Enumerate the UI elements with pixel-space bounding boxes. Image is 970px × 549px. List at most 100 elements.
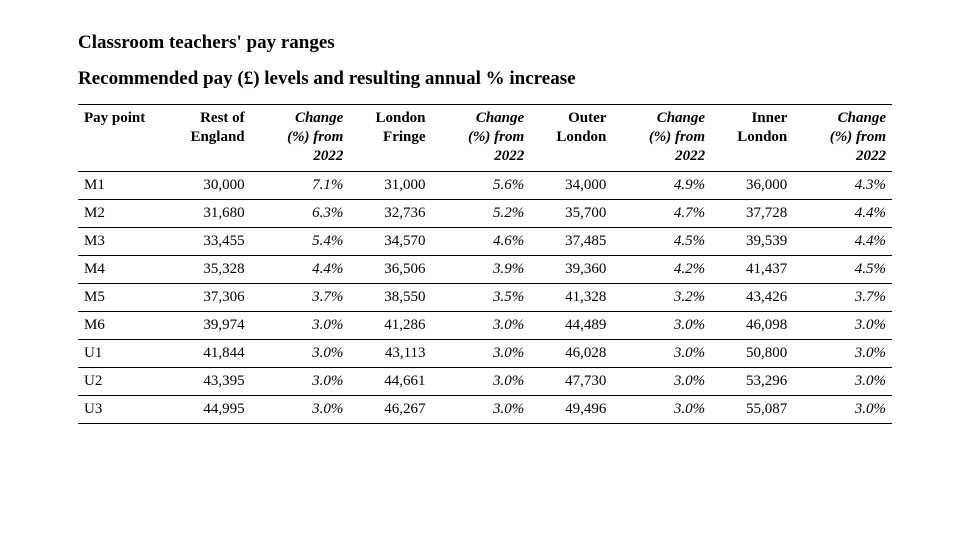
cell-london_fringe_chg: 3.9% xyxy=(432,256,531,284)
cell-pay_point: U1 xyxy=(78,340,168,368)
column-header-outer_london_chg: Change(%) from2022 xyxy=(612,105,711,172)
cell-london_fringe: 38,550 xyxy=(349,284,431,312)
cell-outer_london: 34,000 xyxy=(530,172,612,200)
cell-pay_point: U3 xyxy=(78,396,168,424)
column-header-line: 2022 xyxy=(438,147,525,166)
cell-inner_london: 36,000 xyxy=(711,172,793,200)
cell-inner_london_chg: 3.0% xyxy=(793,312,892,340)
column-header-line: Fringe xyxy=(355,128,425,147)
cell-rest_england_chg: 3.0% xyxy=(251,312,350,340)
cell-london_fringe: 46,267 xyxy=(349,396,431,424)
cell-inner_london_chg: 3.0% xyxy=(793,340,892,368)
table-body: M130,0007.1%31,0005.6%34,0004.9%36,0004.… xyxy=(78,172,892,424)
table-row: M333,4555.4%34,5704.6%37,4854.5%39,5394.… xyxy=(78,228,892,256)
page-subtitle: Recommended pay (£) levels and resulting… xyxy=(78,68,892,90)
column-header-line: Inner xyxy=(717,109,787,128)
cell-outer_london: 39,360 xyxy=(530,256,612,284)
cell-rest_england_chg: 3.0% xyxy=(251,340,350,368)
cell-london_fringe_chg: 3.0% xyxy=(432,368,531,396)
column-header-line: Pay point xyxy=(84,109,162,128)
pay-ranges-table: Pay pointRest ofEnglandChange(%) from202… xyxy=(78,104,892,424)
cell-inner_london: 53,296 xyxy=(711,368,793,396)
column-header-outer_london: OuterLondon xyxy=(530,105,612,172)
column-header-line: London xyxy=(717,128,787,147)
cell-outer_london_chg: 4.7% xyxy=(612,200,711,228)
cell-london_fringe_chg: 3.0% xyxy=(432,312,531,340)
column-header-line: (%) from xyxy=(618,128,705,147)
cell-london_fringe: 41,286 xyxy=(349,312,431,340)
cell-outer_london_chg: 4.9% xyxy=(612,172,711,200)
cell-outer_london: 37,485 xyxy=(530,228,612,256)
cell-london_fringe_chg: 3.0% xyxy=(432,396,531,424)
cell-rest_england_chg: 3.0% xyxy=(251,368,350,396)
column-header-line: (%) from xyxy=(438,128,525,147)
cell-london_fringe_chg: 5.6% xyxy=(432,172,531,200)
cell-rest_england_chg: 4.4% xyxy=(251,256,350,284)
cell-outer_london: 35,700 xyxy=(530,200,612,228)
cell-rest_england: 33,455 xyxy=(168,228,250,256)
cell-outer_london: 46,028 xyxy=(530,340,612,368)
cell-london_fringe: 43,113 xyxy=(349,340,431,368)
page-container: Classroom teachers' pay ranges Recommend… xyxy=(0,0,970,549)
cell-rest_england_chg: 7.1% xyxy=(251,172,350,200)
cell-london_fringe: 44,661 xyxy=(349,368,431,396)
cell-pay_point: M1 xyxy=(78,172,168,200)
cell-london_fringe: 34,570 xyxy=(349,228,431,256)
cell-rest_england: 44,995 xyxy=(168,396,250,424)
column-header-line: Change xyxy=(799,109,886,128)
column-header-line: 2022 xyxy=(257,147,344,166)
table-row: U344,9953.0%46,2673.0%49,4963.0%55,0873.… xyxy=(78,396,892,424)
cell-inner_london_chg: 3.0% xyxy=(793,396,892,424)
table-row: U243,3953.0%44,6613.0%47,7303.0%53,2963.… xyxy=(78,368,892,396)
cell-rest_england: 30,000 xyxy=(168,172,250,200)
cell-outer_london_chg: 3.0% xyxy=(612,312,711,340)
column-header-london_fringe: LondonFringe xyxy=(349,105,431,172)
cell-london_fringe_chg: 3.5% xyxy=(432,284,531,312)
cell-rest_england: 39,974 xyxy=(168,312,250,340)
cell-inner_london_chg: 4.3% xyxy=(793,172,892,200)
cell-outer_london_chg: 4.2% xyxy=(612,256,711,284)
cell-outer_london: 44,489 xyxy=(530,312,612,340)
table-row: M435,3284.4%36,5063.9%39,3604.2%41,4374.… xyxy=(78,256,892,284)
column-header-line: London xyxy=(536,128,606,147)
table-row: M537,3063.7%38,5503.5%41,3283.2%43,4263.… xyxy=(78,284,892,312)
page-title: Classroom teachers' pay ranges xyxy=(78,32,892,54)
cell-inner_london_chg: 4.4% xyxy=(793,228,892,256)
cell-inner_london: 39,539 xyxy=(711,228,793,256)
cell-pay_point: M3 xyxy=(78,228,168,256)
cell-london_fringe_chg: 5.2% xyxy=(432,200,531,228)
cell-london_fringe_chg: 4.6% xyxy=(432,228,531,256)
cell-outer_london_chg: 3.0% xyxy=(612,368,711,396)
cell-london_fringe_chg: 3.0% xyxy=(432,340,531,368)
cell-rest_england: 35,328 xyxy=(168,256,250,284)
cell-london_fringe: 32,736 xyxy=(349,200,431,228)
cell-outer_london: 47,730 xyxy=(530,368,612,396)
cell-rest_england_chg: 3.7% xyxy=(251,284,350,312)
cell-inner_london: 50,800 xyxy=(711,340,793,368)
column-header-pay_point: Pay point xyxy=(78,105,168,172)
cell-inner_london_chg: 3.7% xyxy=(793,284,892,312)
cell-pay_point: M6 xyxy=(78,312,168,340)
cell-inner_london: 55,087 xyxy=(711,396,793,424)
cell-rest_england_chg: 3.0% xyxy=(251,396,350,424)
cell-inner_london: 46,098 xyxy=(711,312,793,340)
cell-outer_london_chg: 3.0% xyxy=(612,340,711,368)
column-header-rest_england_chg: Change(%) from2022 xyxy=(251,105,350,172)
cell-pay_point: M5 xyxy=(78,284,168,312)
column-header-line: London xyxy=(355,109,425,128)
cell-inner_london_chg: 4.5% xyxy=(793,256,892,284)
cell-rest_england_chg: 6.3% xyxy=(251,200,350,228)
cell-inner_london: 43,426 xyxy=(711,284,793,312)
cell-rest_england: 31,680 xyxy=(168,200,250,228)
cell-outer_london: 49,496 xyxy=(530,396,612,424)
cell-rest_england: 43,395 xyxy=(168,368,250,396)
table-row: M130,0007.1%31,0005.6%34,0004.9%36,0004.… xyxy=(78,172,892,200)
column-header-line: (%) from xyxy=(799,128,886,147)
column-header-line: England xyxy=(174,128,244,147)
cell-outer_london_chg: 4.5% xyxy=(612,228,711,256)
column-header-inner_london: InnerLondon xyxy=(711,105,793,172)
cell-inner_london_chg: 4.4% xyxy=(793,200,892,228)
cell-pay_point: M2 xyxy=(78,200,168,228)
cell-outer_london_chg: 3.2% xyxy=(612,284,711,312)
cell-london_fringe: 36,506 xyxy=(349,256,431,284)
